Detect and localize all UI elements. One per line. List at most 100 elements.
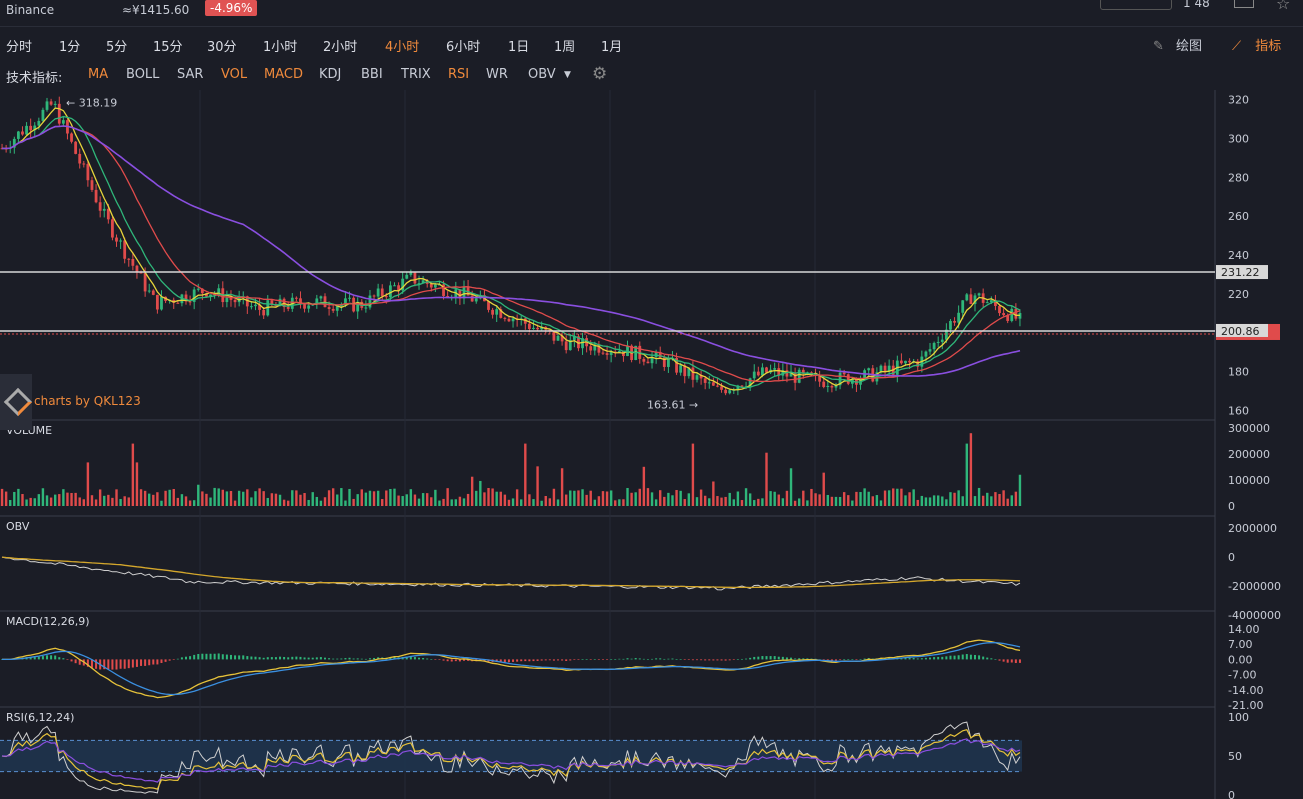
screen-icon[interactable] [1234,0,1254,8]
chevron-down-icon[interactable]: ▼ [564,70,571,80]
candle-body [70,133,73,142]
timeframe-8[interactable]: 6小时 [446,40,481,55]
watermark [0,374,32,430]
volume-bar [82,499,86,506]
volume-bar [969,433,973,506]
macd-histogram-bar [642,658,645,660]
candle-body [789,372,793,377]
volume-bar [892,488,895,506]
timeframe-11[interactable]: 1月 [601,40,623,55]
indicator-vol[interactable]: VOL [221,67,248,82]
volume-bar [528,494,531,506]
candle-body [458,289,462,299]
candle-body [728,390,732,394]
candle-body [474,298,478,302]
volume-bar [107,494,110,506]
change-badge: -4.96% [205,0,258,16]
volume-bar [127,497,130,506]
candle-body [74,141,78,154]
macd-histogram-bar [520,659,523,662]
macd-histogram-bar [156,659,159,665]
candle-body [405,274,409,279]
indicator-kdj[interactable]: KDJ [319,67,342,82]
watermark-text: charts by QKL123 [34,394,141,408]
volume-bar [123,496,126,506]
indicator-ma[interactable]: MA [88,67,109,82]
macd-histogram-bar [708,659,711,661]
candle-body [593,344,597,351]
macd-histogram-bar [822,659,825,661]
volume-bar [274,493,278,506]
candle-body [111,219,114,238]
candle-body [470,295,474,302]
volume-bar [250,497,253,506]
candle-body [25,125,28,135]
timeframe-5[interactable]: 1小时 [263,40,298,55]
indicator-rsi[interactable]: RSI [448,67,470,82]
macd-histogram-bar [234,655,237,660]
indicator-wr[interactable]: WR [486,67,508,82]
volume-bar [385,490,388,506]
obv-label: OBV [6,520,30,533]
volume-bar [13,491,16,506]
macd-histogram-bar [209,653,212,660]
candle-body [679,365,683,373]
draw-button[interactable]: ✎ 绘图 [1153,35,1202,54]
macd-histogram-bar [254,656,257,660]
macd-histogram-bar [528,659,531,662]
volume-bar [667,492,670,506]
gear-icon[interactable]: ⚙ [592,64,608,84]
macd-histogram-bar [651,658,654,660]
macd-histogram-bar [70,659,73,662]
candle-body [675,357,678,373]
indicator-boll[interactable]: BOLL [126,67,160,82]
timeframe-3[interactable]: 15分 [153,40,183,55]
indicator-bbi[interactable]: BBI [361,67,383,82]
timeframe-0[interactable]: 分时 [6,40,33,55]
timeframe-10[interactable]: 1周 [554,40,576,55]
timeframe-9[interactable]: 1日 [508,40,530,55]
indicator-trix[interactable]: TRIX [401,67,431,82]
macd-histogram-bar [871,658,874,660]
macd-histogram-bar [655,658,658,660]
macd-histogram-bar [368,658,371,660]
timeframe-2[interactable]: 5分 [106,40,128,55]
candle-body [838,372,842,386]
volume-bar [180,494,184,506]
timeframe-7[interactable]: 4小时 [385,40,420,55]
volume-bar [830,496,834,506]
macd-histogram-bar [319,657,322,660]
macd-histogram-bar [37,656,40,660]
timeframe-4[interactable]: 30分 [207,40,237,55]
macd-histogram-bar [548,659,551,661]
candle-body [842,372,846,375]
indicator-macd[interactable]: MACD [264,67,303,82]
candle-body [429,283,433,288]
candle-body [245,296,249,307]
macd-histogram-bar [593,659,596,660]
macd-histogram-bar [507,659,510,663]
candle-body [53,103,57,105]
header-button[interactable] [1100,0,1172,10]
volume-bar [683,499,686,506]
volume-bar [773,491,776,506]
candle-body [503,317,507,319]
volume-bar [716,496,719,506]
indicator-sar[interactable]: SAR [177,67,204,82]
indicator-obv[interactable]: OBV [528,67,556,82]
indicator-button[interactable]: ⟋ 指标 [1232,35,1281,54]
volume-bar [691,443,695,506]
volume-bar [438,500,441,506]
timeframe-6[interactable]: 2小时 [323,40,358,55]
volume-bar [879,500,883,506]
volume-bar [344,500,347,506]
candle-body [928,349,932,352]
macd-histogram-bar [164,659,167,662]
star-icon[interactable]: ☆ [1276,0,1291,13]
macd-histogram-bar [577,659,580,660]
top-header: Binance ≈¥1415.60 -4.96% 1 48 ☆ [0,0,1303,27]
volume-bar [548,498,552,506]
candle-body [564,341,568,351]
timeframe-1[interactable]: 1分 [59,40,81,55]
